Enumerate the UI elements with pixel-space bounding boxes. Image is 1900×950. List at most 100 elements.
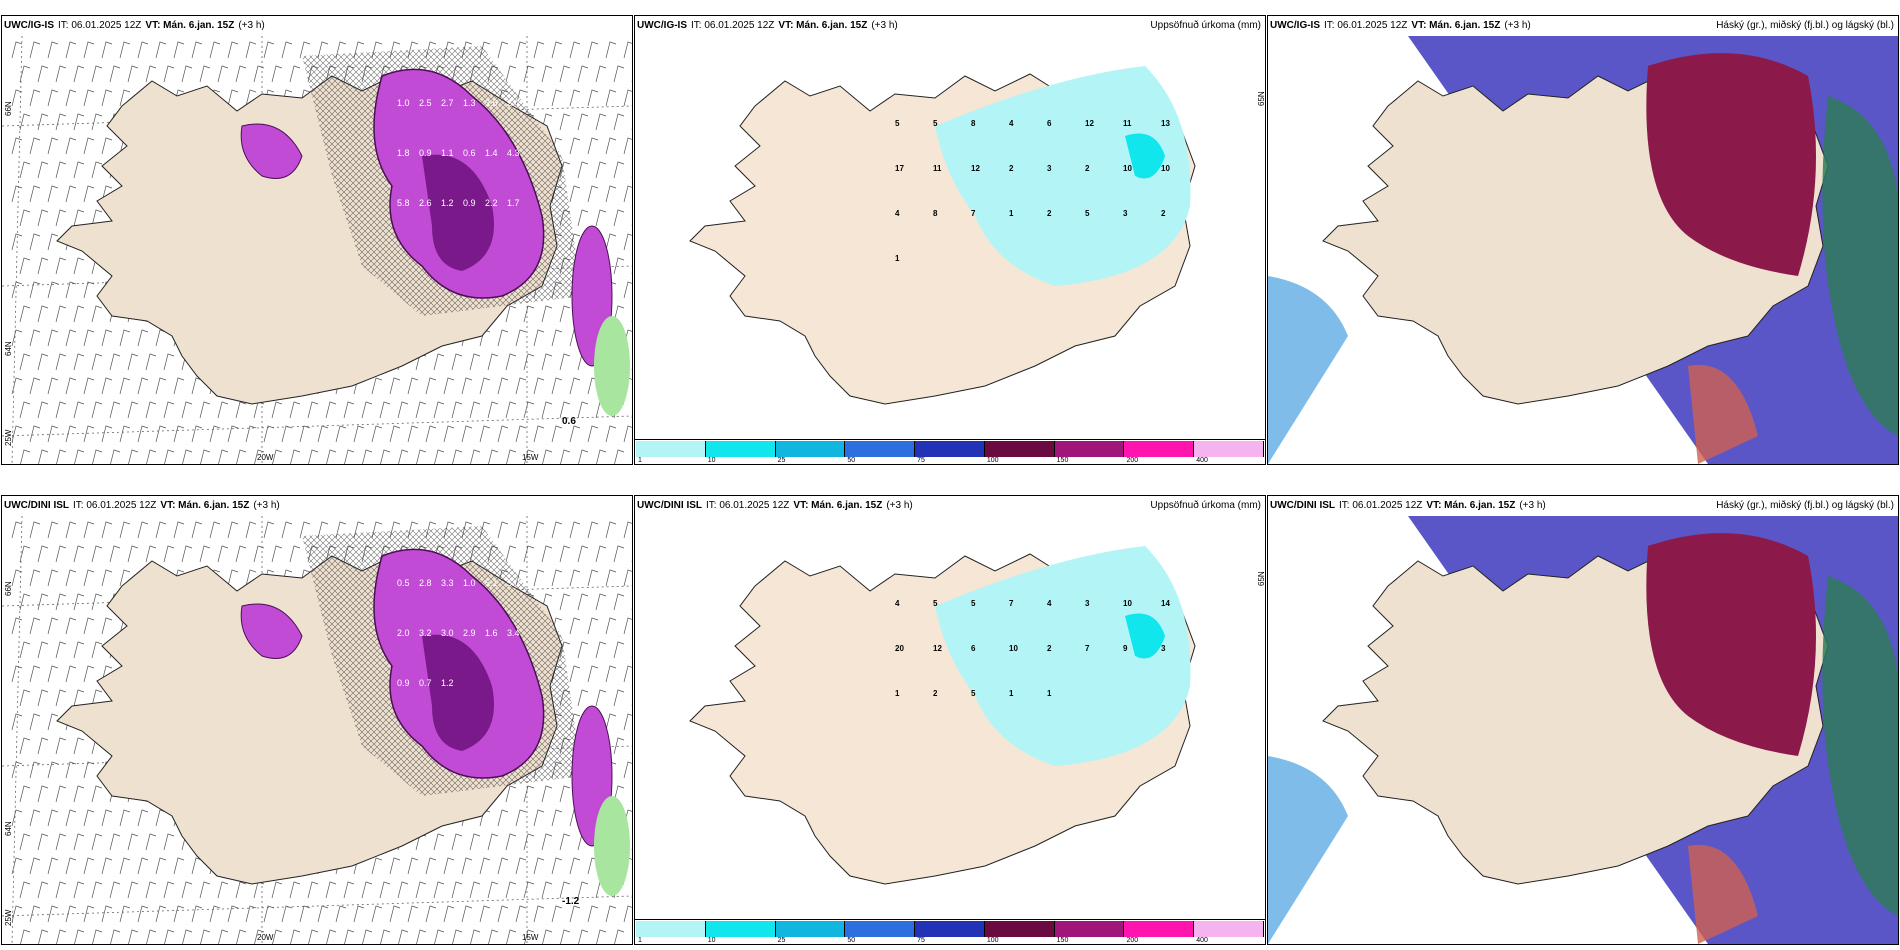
model-title: UWC/DINI ISL IT: 06.01.2025 12Z VT: Mán. 6… (4, 500, 280, 511)
latitude-label: 65N (1257, 91, 1266, 106)
wind-value-label: 1.1 (441, 148, 454, 158)
wind-value-label: 0.9 (463, 198, 476, 208)
precip-value-label: 2 (1161, 209, 1166, 218)
longitude-label: 15W (522, 933, 539, 942)
precip-moderate (1125, 613, 1165, 659)
latitude-label: 65N (1257, 571, 1266, 586)
model-name: UWC/IG-IS (637, 20, 687, 31)
cloud-high (1646, 533, 1816, 756)
model-title: UWC/DINI ISL IT: 06.01.2025 12Z VT: Mán. 6… (1270, 500, 1546, 511)
precip-value-label: 7 (971, 209, 976, 218)
wind-value-label: 0.9 (397, 678, 410, 688)
precip-value-label: 3 (1047, 164, 1052, 173)
corner-value: -1.2 (562, 896, 580, 907)
cloud-mixed (1688, 364, 1758, 464)
lead-time: (+3 h) (253, 500, 280, 511)
colorbar-swatch (775, 921, 846, 937)
wind-value-label: 1.3 (463, 98, 476, 108)
colorbar-label: 75 (917, 937, 925, 944)
wind-value-label: 3.3 (441, 578, 454, 588)
precip-value-label: 8 (971, 119, 976, 128)
panel-header: UWC/IG-IS IT: 06.01.2025 12Z VT: Mán. 6.ja… (2, 16, 632, 36)
wind-value-label: 1.6 (485, 628, 498, 638)
precip-value-label: 1 (1047, 689, 1052, 698)
valid-time-label: VT: (793, 500, 809, 511)
valid-time-label: VT: (778, 20, 794, 31)
colorbar-swatch (845, 441, 916, 457)
wind-value-label: 5.1 (485, 578, 498, 588)
colorbar-swatch (636, 921, 706, 937)
colorbar-swatch (775, 441, 846, 457)
valid-time-label: VT: (160, 500, 176, 511)
valid-time: Mán. 6.jan. 15Z (793, 20, 868, 31)
longitude-label: 15W (522, 453, 539, 462)
wind-value-label: 2.6 (419, 198, 432, 208)
wind-value-label: 1.0 (463, 578, 476, 588)
precip-value-label: 4 (895, 209, 900, 218)
precip-value-label: 13 (1161, 119, 1170, 128)
panel-header: UWC/DINI ISL IT: 06.01.2025 12Z VT: Mán. 6… (2, 496, 632, 516)
cloud-low (1822, 96, 1898, 436)
precip-value-label: 1 (1009, 209, 1014, 218)
lead-time: (+3 h) (1504, 20, 1531, 31)
precip-value-label: 7 (1085, 644, 1090, 653)
valid-time-label: VT: (1411, 20, 1427, 31)
precip-blobs (240, 68, 630, 416)
map-canvas: 0.5 2.8 3.3 1.0 5.1 5.0 2.0 3.2 3.0 2.9 1.6 3.4 0.9 0… (2, 516, 632, 944)
model-name: UWC/DINI ISL (4, 500, 69, 511)
precip-value-label: 3 (1123, 209, 1128, 218)
valid-time: Mán. 6.jan. 15Z (808, 500, 883, 511)
map-panel-6: UWC/DINI ISL IT: 06.01.2025 12Z VT: Mán. 6… (1267, 495, 1899, 945)
map-panel-4: UWC/DINI ISL IT: 06.01.2025 12Z VT: Mán. 6… (1, 495, 633, 945)
cloud-low-west (1268, 756, 1348, 944)
precip-value-label: 5 (933, 119, 938, 128)
model-title: UWC/DINI ISL IT: 06.01.2025 12Z VT: Mán. 6… (637, 500, 913, 511)
longitude-label: 20W (257, 933, 274, 942)
precip-value-label: 1 (895, 689, 900, 698)
field-title: Háský (gr.), miðský (fj.bl.) og lágský (… (1716, 20, 1894, 31)
colorbar-swatch (845, 921, 916, 937)
latitude-label: 25W (4, 429, 13, 446)
field-title: Uppsöfnuð úrkoma (mm) (1150, 500, 1261, 511)
model-name: UWC/DINI ISL (1270, 500, 1335, 511)
init-time: IT: 06.01.2025 12Z (73, 500, 157, 511)
panel-header: UWC/DINI ISL IT: 06.01.2025 12Z VT: Mán. 6… (635, 496, 1265, 516)
latitude-label: 25W (4, 909, 13, 926)
precip-value-label: 10 (1009, 644, 1018, 653)
wind-value-label: 3.6 (485, 98, 498, 108)
precip-value-label: 14 (1161, 599, 1170, 608)
colorbar-swatch (984, 921, 1055, 937)
wind-value-label: 1.7 (507, 198, 520, 208)
longitude-label: 20W (257, 453, 274, 462)
colorbar-label: 100 (986, 937, 999, 944)
precip-value-label: 4 (1009, 119, 1014, 128)
latitude-label: 64N (4, 821, 13, 836)
cloud-low-west (1268, 276, 1348, 464)
precip-value-label: 7 (1009, 599, 1014, 608)
colorbar-label: 1 (638, 937, 642, 944)
colorbar-swatch (705, 441, 776, 457)
model-name: UWC/DINI ISL (637, 500, 702, 511)
colorbar-swatch (1124, 921, 1195, 937)
colorbar-swatch (1194, 921, 1265, 937)
wind-value-label: 2.8 (419, 578, 432, 588)
latitude-label: 64N (4, 341, 13, 356)
precip-colorbar: 1 10 25 50 75 100 150 200 400 (635, 919, 1265, 944)
precip-value-label: 6 (1047, 119, 1052, 128)
colorbar-label: 100 (986, 457, 999, 464)
wind-value-label: 2.7 (441, 98, 454, 108)
precip-blobs (240, 548, 630, 896)
precip-value-label: 12 (971, 164, 980, 173)
valid-time-label: VT: (1426, 500, 1442, 511)
model-name: UWC/IG-IS (4, 20, 54, 31)
precip-value-label: 11 (1123, 119, 1132, 128)
colorbar-label: 400 (1196, 457, 1208, 464)
colorbar-label: 25 (777, 937, 786, 944)
cloud-high (1646, 53, 1816, 277)
model-title: UWC/IG-IS IT: 06.01.2025 12Z VT: Mán. 6.ja… (1270, 20, 1531, 31)
precip-value-label: 12 (1085, 119, 1094, 128)
init-time: IT: 06.01.2025 12Z (706, 500, 790, 511)
colorbar-label: 10 (707, 457, 716, 464)
wind-value-label: 1.4 (485, 148, 498, 158)
